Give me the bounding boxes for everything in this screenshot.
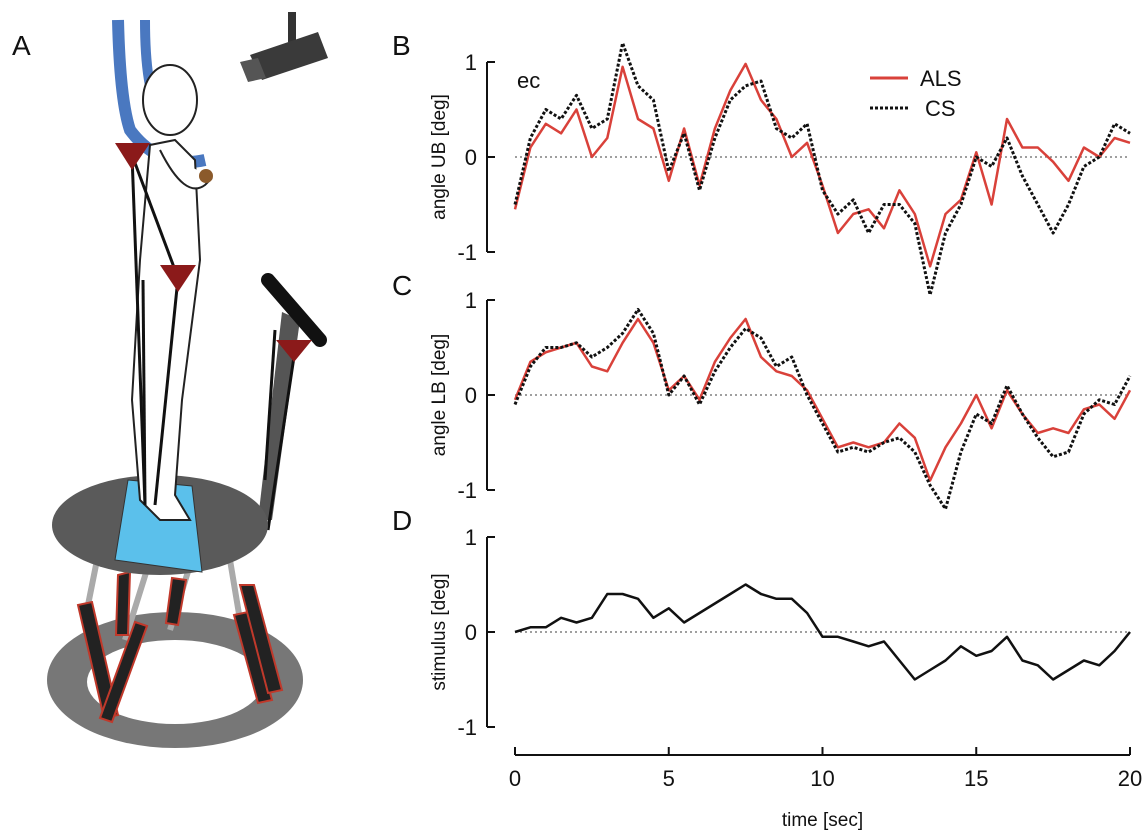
x-tick-label: 15 bbox=[964, 766, 988, 791]
y-tick-label: -1 bbox=[457, 478, 477, 503]
annotation: ec bbox=[517, 68, 540, 93]
panel-label: D bbox=[392, 505, 412, 536]
y-tick-label: 1 bbox=[465, 50, 477, 75]
series-line bbox=[515, 64, 1130, 266]
legend-label: CS bbox=[925, 96, 956, 121]
y-axis-label: angle LB [deg] bbox=[429, 334, 450, 457]
x-tick-label: 0 bbox=[509, 766, 521, 791]
y-axis-label: stimulus [deg] bbox=[429, 573, 450, 690]
y-axis-label: angle UB [deg] bbox=[429, 94, 450, 220]
x-tick-label: 5 bbox=[663, 766, 675, 791]
y-tick-label: 0 bbox=[465, 620, 477, 645]
legend-label: ALS bbox=[920, 66, 962, 91]
x-axis-label: time [sec] bbox=[782, 810, 863, 831]
y-tick-label: 0 bbox=[465, 383, 477, 408]
y-tick-label: 1 bbox=[465, 288, 477, 313]
series-line bbox=[515, 585, 1130, 680]
x-tick-label: 20 bbox=[1118, 766, 1142, 791]
illustration: A bbox=[12, 12, 328, 748]
y-tick-label: -1 bbox=[457, 715, 477, 740]
y-tick-label: 0 bbox=[465, 145, 477, 170]
series-line bbox=[515, 310, 1130, 510]
series-line bbox=[515, 319, 1130, 481]
panel-label: B bbox=[392, 30, 411, 61]
x-tick-label: 10 bbox=[810, 766, 834, 791]
panel-label: C bbox=[392, 270, 412, 301]
y-tick-label: -1 bbox=[457, 240, 477, 265]
y-tick-label: 1 bbox=[465, 525, 477, 550]
panel-label: A bbox=[12, 30, 31, 61]
series-line bbox=[515, 43, 1130, 295]
figure: A bbox=[0, 0, 1148, 831]
